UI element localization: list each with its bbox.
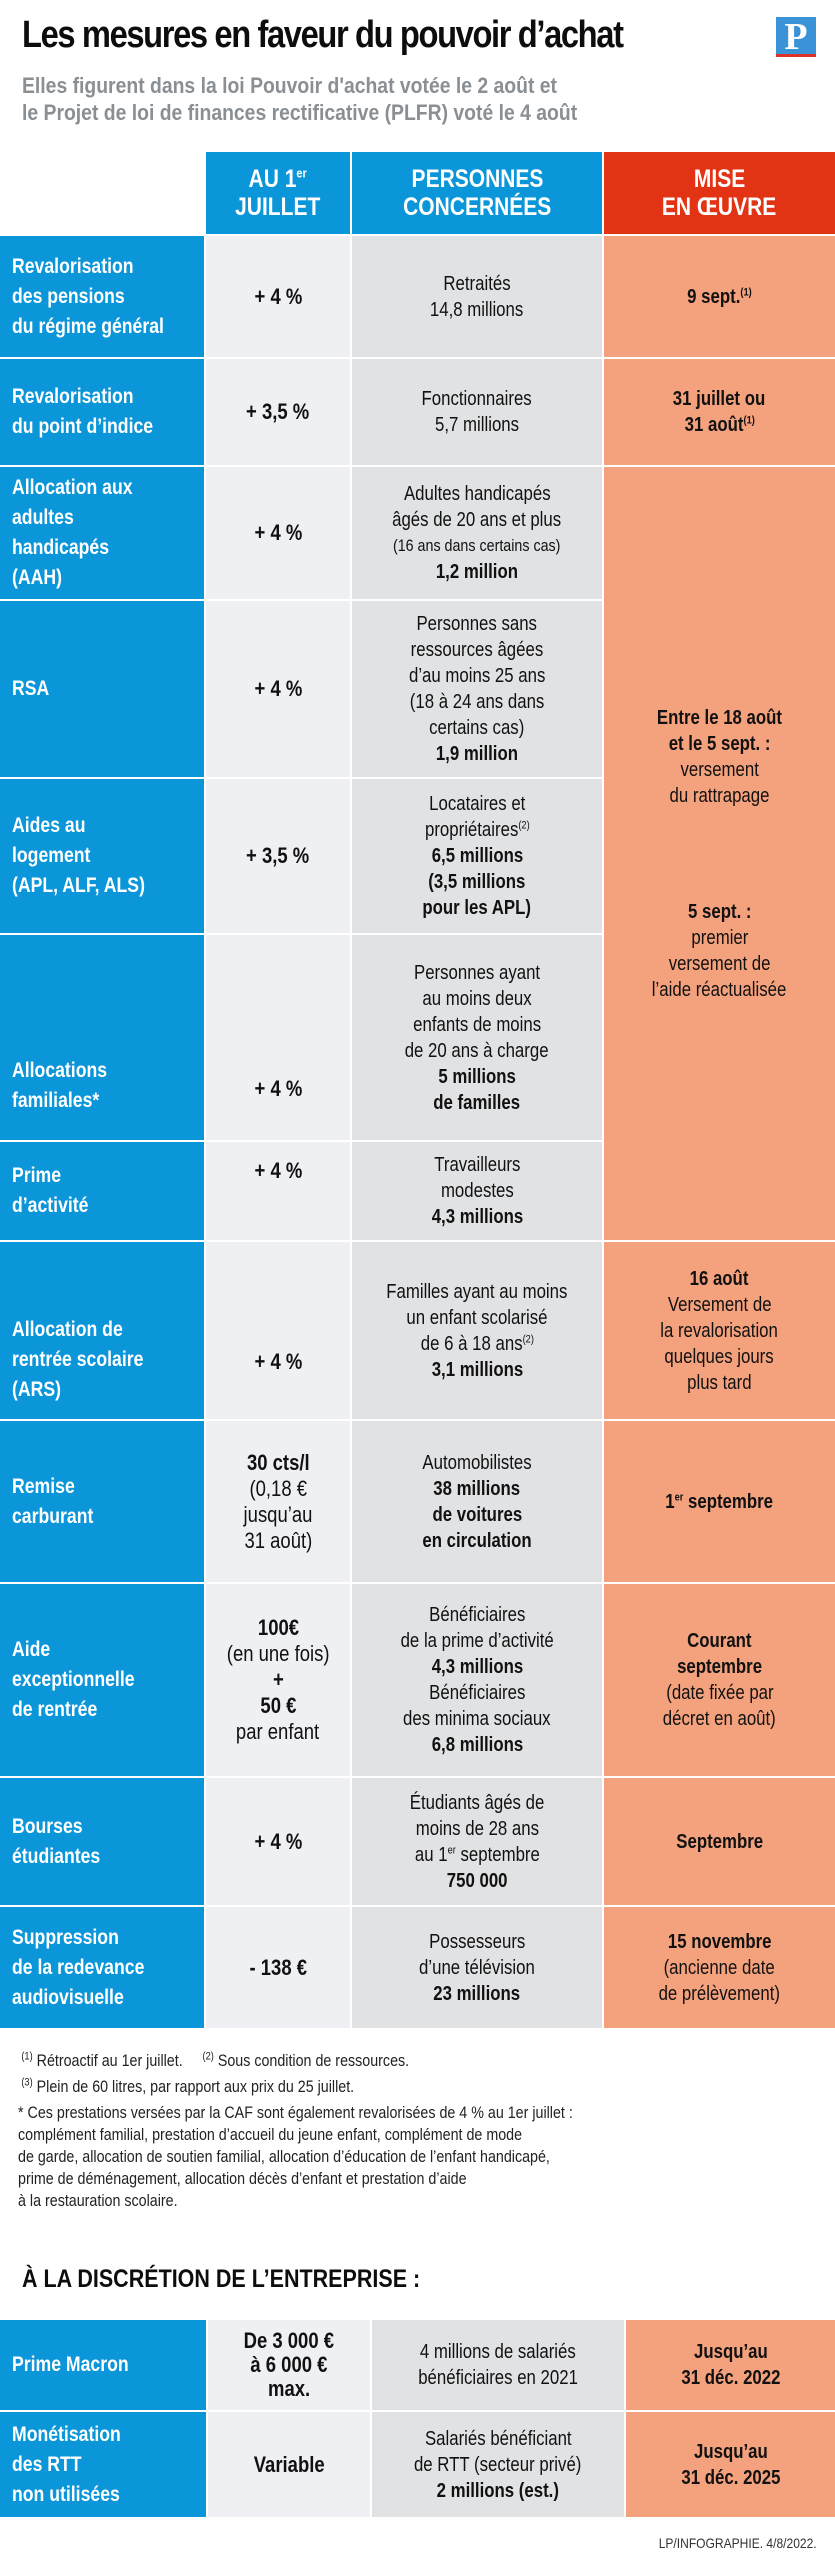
row-label-point-indice: Revalorisation du point d’indice (0, 359, 204, 465)
row-value: + 3,5 % (206, 779, 350, 933)
row-label-aides-logement: Aides au logement (APL, ALF, ALS) (0, 779, 204, 933)
row-value: Variable (208, 2412, 370, 2517)
row-label-pensions: Revalorisation des pensions du régime géné… (0, 236, 204, 357)
row-date: Jusqu’au 31 déc. 2022 (626, 2320, 835, 2410)
row-date: Courant septembre (date fixée par décret en… (604, 1584, 835, 1776)
row-people: Familles ayant au moins un enfant scolari… (352, 1242, 602, 1419)
row-value: + 3,5 % (206, 359, 350, 465)
merged-date-cell: Entre le 18 août et le 5 sept. : verseme… (604, 467, 835, 1240)
row-date: 1er septembre (604, 1421, 835, 1582)
credit-line: LP/INFOGRAPHIE. 4/8/2022. (659, 2535, 817, 2551)
row-people: Automobilistes 38 millions de voitures en c… (352, 1421, 602, 1582)
row-label-rsa: RSA (0, 601, 204, 777)
row-people: Possesseurs d’une télévision 23 millions (352, 1907, 602, 2028)
row-label-prime-activite: Prime d’activité (0, 1142, 204, 1240)
row-label-ars: Allocation de rentrée scolaire (ARS) (0, 1242, 204, 1419)
row-people: Personnes sans ressources âgées d’au moins… (352, 601, 602, 777)
subtitle-line-2: le Projet de loi de finances rectificati… (22, 100, 578, 125)
le-parisien-logo-icon: P (776, 17, 816, 57)
row-value: + 4 % (206, 601, 350, 777)
row-value: - 138 € (206, 1907, 350, 2028)
row-people: Retraités 14,8 millions (352, 236, 602, 357)
section-title-entreprise: À LA DISCRÉTION DE L’ENTREPRISE : (22, 2265, 421, 2293)
row-label-allocations-familiales: Allocations familiales* (0, 935, 204, 1140)
row-label-remise-carburant: Remise carburant (0, 1421, 204, 1582)
row-date: Septembre (604, 1778, 835, 1905)
row-date: 15 novembre (ancienne date de prélèvement) (604, 1907, 835, 2028)
row-date: Jusqu’au 31 déc. 2025 (626, 2412, 835, 2517)
row-label-aah: Allocation aux adultes handicapés (AAH) (0, 467, 204, 599)
column-header-personnes-concernees: PERSONNES CONCERNÉES (352, 152, 602, 234)
row-label-prime-macron: Prime Macron (0, 2320, 206, 2410)
subtitle: Elles figurent dans la loi Pouvoir d'ach… (22, 72, 577, 126)
row-people: Étudiants âgés de moins de 28 ans au 1er … (352, 1778, 602, 1905)
row-value: + 4 % (206, 236, 350, 357)
row-people: Adultes handicapés âgés de 20 ans et plus… (352, 467, 602, 599)
subtitle-line-1: Elles figurent dans la loi Pouvoir d'ach… (22, 73, 557, 98)
row-label-monetisation-rtt: Monétisation des RTT non utilisées (0, 2412, 206, 2517)
row-value: De 3 000 € à 6 000 € max. (208, 2320, 370, 2410)
column-header-mise-en-oeuvre: MISE EN ŒUVRE (604, 152, 835, 234)
footnotes: (1) Rétroactif au 1er juillet. (2) Sous … (18, 2050, 573, 2210)
row-date: 9 sept.(1) (604, 236, 835, 357)
row-label-bourses: Bourses étudiantes (0, 1778, 204, 1905)
row-people: Personnes ayant au moins deux enfants de m… (352, 935, 602, 1140)
page-title: Les mesures en faveur du pouvoir d’achat (22, 14, 624, 56)
row-value: + 4 % (206, 1242, 350, 1419)
column-header-au-1er-juillet: AU 1er JUILLET (206, 152, 350, 234)
row-people: Travailleurs modestes 4,3 millions (352, 1142, 602, 1240)
row-people: Bénéficiaires de la prime d’activité 4,3 m… (352, 1584, 602, 1776)
row-label-aide-exceptionnelle: Aide exceptionnelle de rentrée (0, 1584, 204, 1776)
row-value: 100€ (en une fois) +50 € par enfant (206, 1584, 350, 1776)
row-people: Salariés bénéficiant de RTT (secteur priv… (372, 2412, 624, 2517)
row-value: + 4 % (206, 935, 350, 1140)
row-date: 16 août Versement de la revalorisation quel… (604, 1242, 835, 1419)
row-value: + 4 % (206, 1778, 350, 1905)
row-value: 30 cts/l (0,18 € jusqu’au 31 août) (206, 1421, 350, 1582)
row-date: 31 juillet ou 31 août(1) (604, 359, 835, 465)
row-label-redevance: Suppression de la redevance audiovisuelle (0, 1907, 204, 2028)
row-value: + 4 % (206, 1142, 350, 1240)
row-people: Fonctionnaires 5,7 millions (352, 359, 602, 465)
row-people: Locataires et propriétaires(2) 6,5 milli… (352, 779, 602, 933)
row-people: 4 millions de salariés bénéficiaires en 2… (372, 2320, 624, 2410)
row-value: + 4 % (206, 467, 350, 599)
